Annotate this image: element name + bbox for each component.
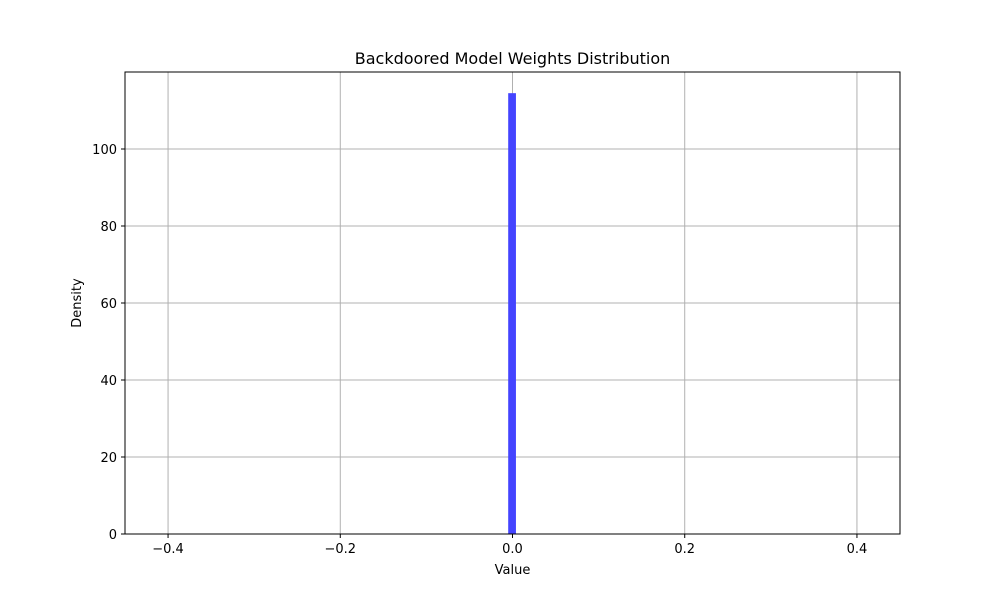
x-tick-label: −0.2 bbox=[324, 542, 356, 557]
x-tick-label: 0.0 bbox=[502, 542, 523, 557]
tick-layer: −0.4 −0.2 0.0 0.2 0.4 0 20 40 60 80 100 bbox=[92, 143, 867, 557]
y-tick-label: 60 bbox=[100, 297, 117, 312]
y-tick-label: 0 bbox=[109, 528, 117, 543]
bar-layer bbox=[508, 93, 516, 535]
chart-title: Backdoored Model Weights Distribution bbox=[355, 49, 671, 68]
y-tick-label: 40 bbox=[100, 374, 117, 389]
y-axis-title: Density bbox=[70, 278, 85, 328]
y-tick-label: 100 bbox=[92, 143, 117, 158]
y-tick-label: 20 bbox=[100, 451, 117, 466]
x-tick-label: 0.4 bbox=[847, 542, 868, 557]
x-tick-label: −0.4 bbox=[152, 542, 184, 557]
y-tick-label: 80 bbox=[100, 220, 117, 235]
x-axis-title: Value bbox=[495, 563, 531, 578]
x-tick-label: 0.2 bbox=[674, 542, 695, 557]
histogram-bar bbox=[508, 93, 516, 535]
